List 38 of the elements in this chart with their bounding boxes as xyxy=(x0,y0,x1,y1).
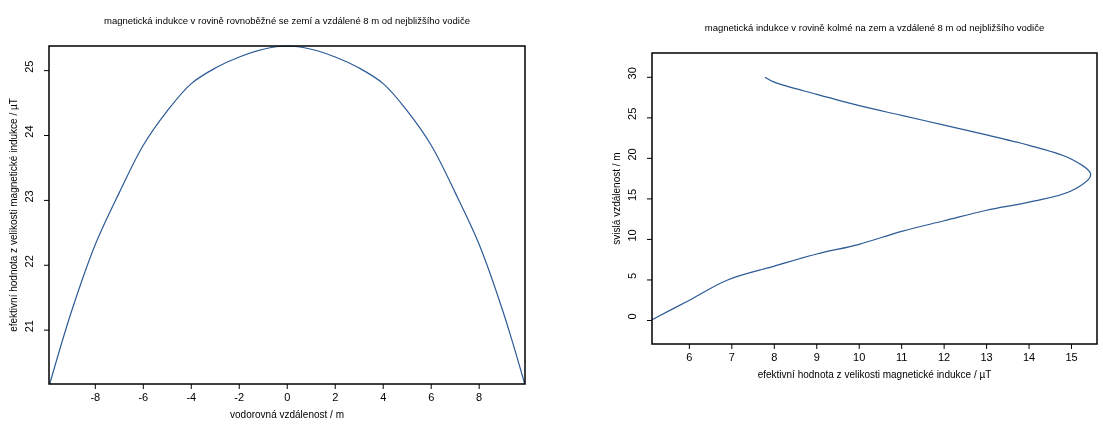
y-tick-label: 24 xyxy=(23,125,35,138)
chart-title: magnetická indukce v rovině rovnoběžné se zemí a vzdálené 8 m od nejbližšího vodiče xyxy=(104,15,470,26)
y-tick-label: 10 xyxy=(626,229,638,242)
chart-title: magnetická indukce v rovině kolmé na zem a vzdálené 8 m od nejbližšího vodiče xyxy=(704,22,1045,33)
x-axis-title: vodorovná vzdálenost / m xyxy=(230,409,344,420)
x-tick-label: 12 xyxy=(938,351,951,363)
x-tick-label: -4 xyxy=(186,391,197,403)
x-tick-label: 4 xyxy=(380,391,387,403)
x-tick-label: 6 xyxy=(686,351,693,363)
y-axis-title: svislá vzdálenost / m xyxy=(611,152,622,245)
x-tick-label: 2 xyxy=(332,391,339,403)
x-tick-label: 13 xyxy=(980,351,993,363)
x-tick-label: 10 xyxy=(853,351,866,363)
x-tick-label: -6 xyxy=(138,391,149,403)
y-tick-label: 21 xyxy=(23,320,35,333)
x-tick-label: 8 xyxy=(476,391,483,403)
y-tick-label: 20 xyxy=(626,148,638,161)
y-tick-label: 30 xyxy=(626,67,638,80)
y-tick-label: 5 xyxy=(626,272,638,280)
y-tick-label: 0 xyxy=(626,313,638,320)
y-tick-label: 22 xyxy=(23,255,35,268)
y-tick-label: 25 xyxy=(23,60,35,73)
y-tick-label: 23 xyxy=(23,190,35,203)
x-tick-label: 11 xyxy=(895,351,908,363)
y-axis-title: efektivní hodnota z velikosti magnetické indukce / µT xyxy=(8,98,19,332)
line-series xyxy=(651,76,1092,321)
y-tick-label: 15 xyxy=(626,188,638,202)
x-tick-label: -2 xyxy=(234,391,245,403)
x-tick-label: 0 xyxy=(284,391,291,403)
x-tick-label: 14 xyxy=(1022,351,1036,363)
x-tick-label: 9 xyxy=(813,351,820,363)
x-tick-label: 8 xyxy=(771,351,778,363)
x-tick-label: -8 xyxy=(90,391,101,403)
y-tick-label: 25 xyxy=(626,107,638,120)
x-tick-label: 15 xyxy=(1065,351,1078,363)
x-tick-label: 7 xyxy=(728,351,735,363)
x-tick-label: 6 xyxy=(428,391,435,403)
x-axis-title: efektivní hodnota z velikosti magnetické indukce / µT xyxy=(757,369,992,380)
